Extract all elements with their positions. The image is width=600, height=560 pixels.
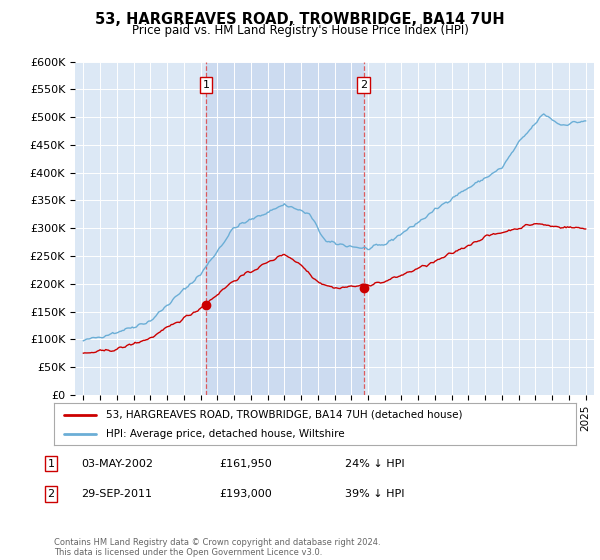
Text: 1: 1 (203, 80, 209, 90)
Text: 2: 2 (47, 489, 55, 499)
Text: 03-MAY-2002: 03-MAY-2002 (81, 459, 153, 469)
Text: 53, HARGREAVES ROAD, TROWBRIDGE, BA14 7UH: 53, HARGREAVES ROAD, TROWBRIDGE, BA14 7U… (95, 12, 505, 27)
Text: 2: 2 (360, 80, 367, 90)
Text: 29-SEP-2011: 29-SEP-2011 (81, 489, 152, 499)
Text: 39% ↓ HPI: 39% ↓ HPI (345, 489, 404, 499)
Bar (206, 62, 364, 395)
Text: £161,950: £161,950 (219, 459, 272, 469)
Text: HPI: Average price, detached house, Wiltshire: HPI: Average price, detached house, Wilt… (106, 429, 345, 439)
Text: Contains HM Land Registry data © Crown copyright and database right 2024.
This d: Contains HM Land Registry data © Crown c… (54, 538, 380, 557)
Text: 1: 1 (47, 459, 55, 469)
Text: £193,000: £193,000 (219, 489, 272, 499)
Text: Price paid vs. HM Land Registry's House Price Index (HPI): Price paid vs. HM Land Registry's House … (131, 24, 469, 36)
Text: 24% ↓ HPI: 24% ↓ HPI (345, 459, 404, 469)
Text: 53, HARGREAVES ROAD, TROWBRIDGE, BA14 7UH (detached house): 53, HARGREAVES ROAD, TROWBRIDGE, BA14 7U… (106, 409, 463, 419)
